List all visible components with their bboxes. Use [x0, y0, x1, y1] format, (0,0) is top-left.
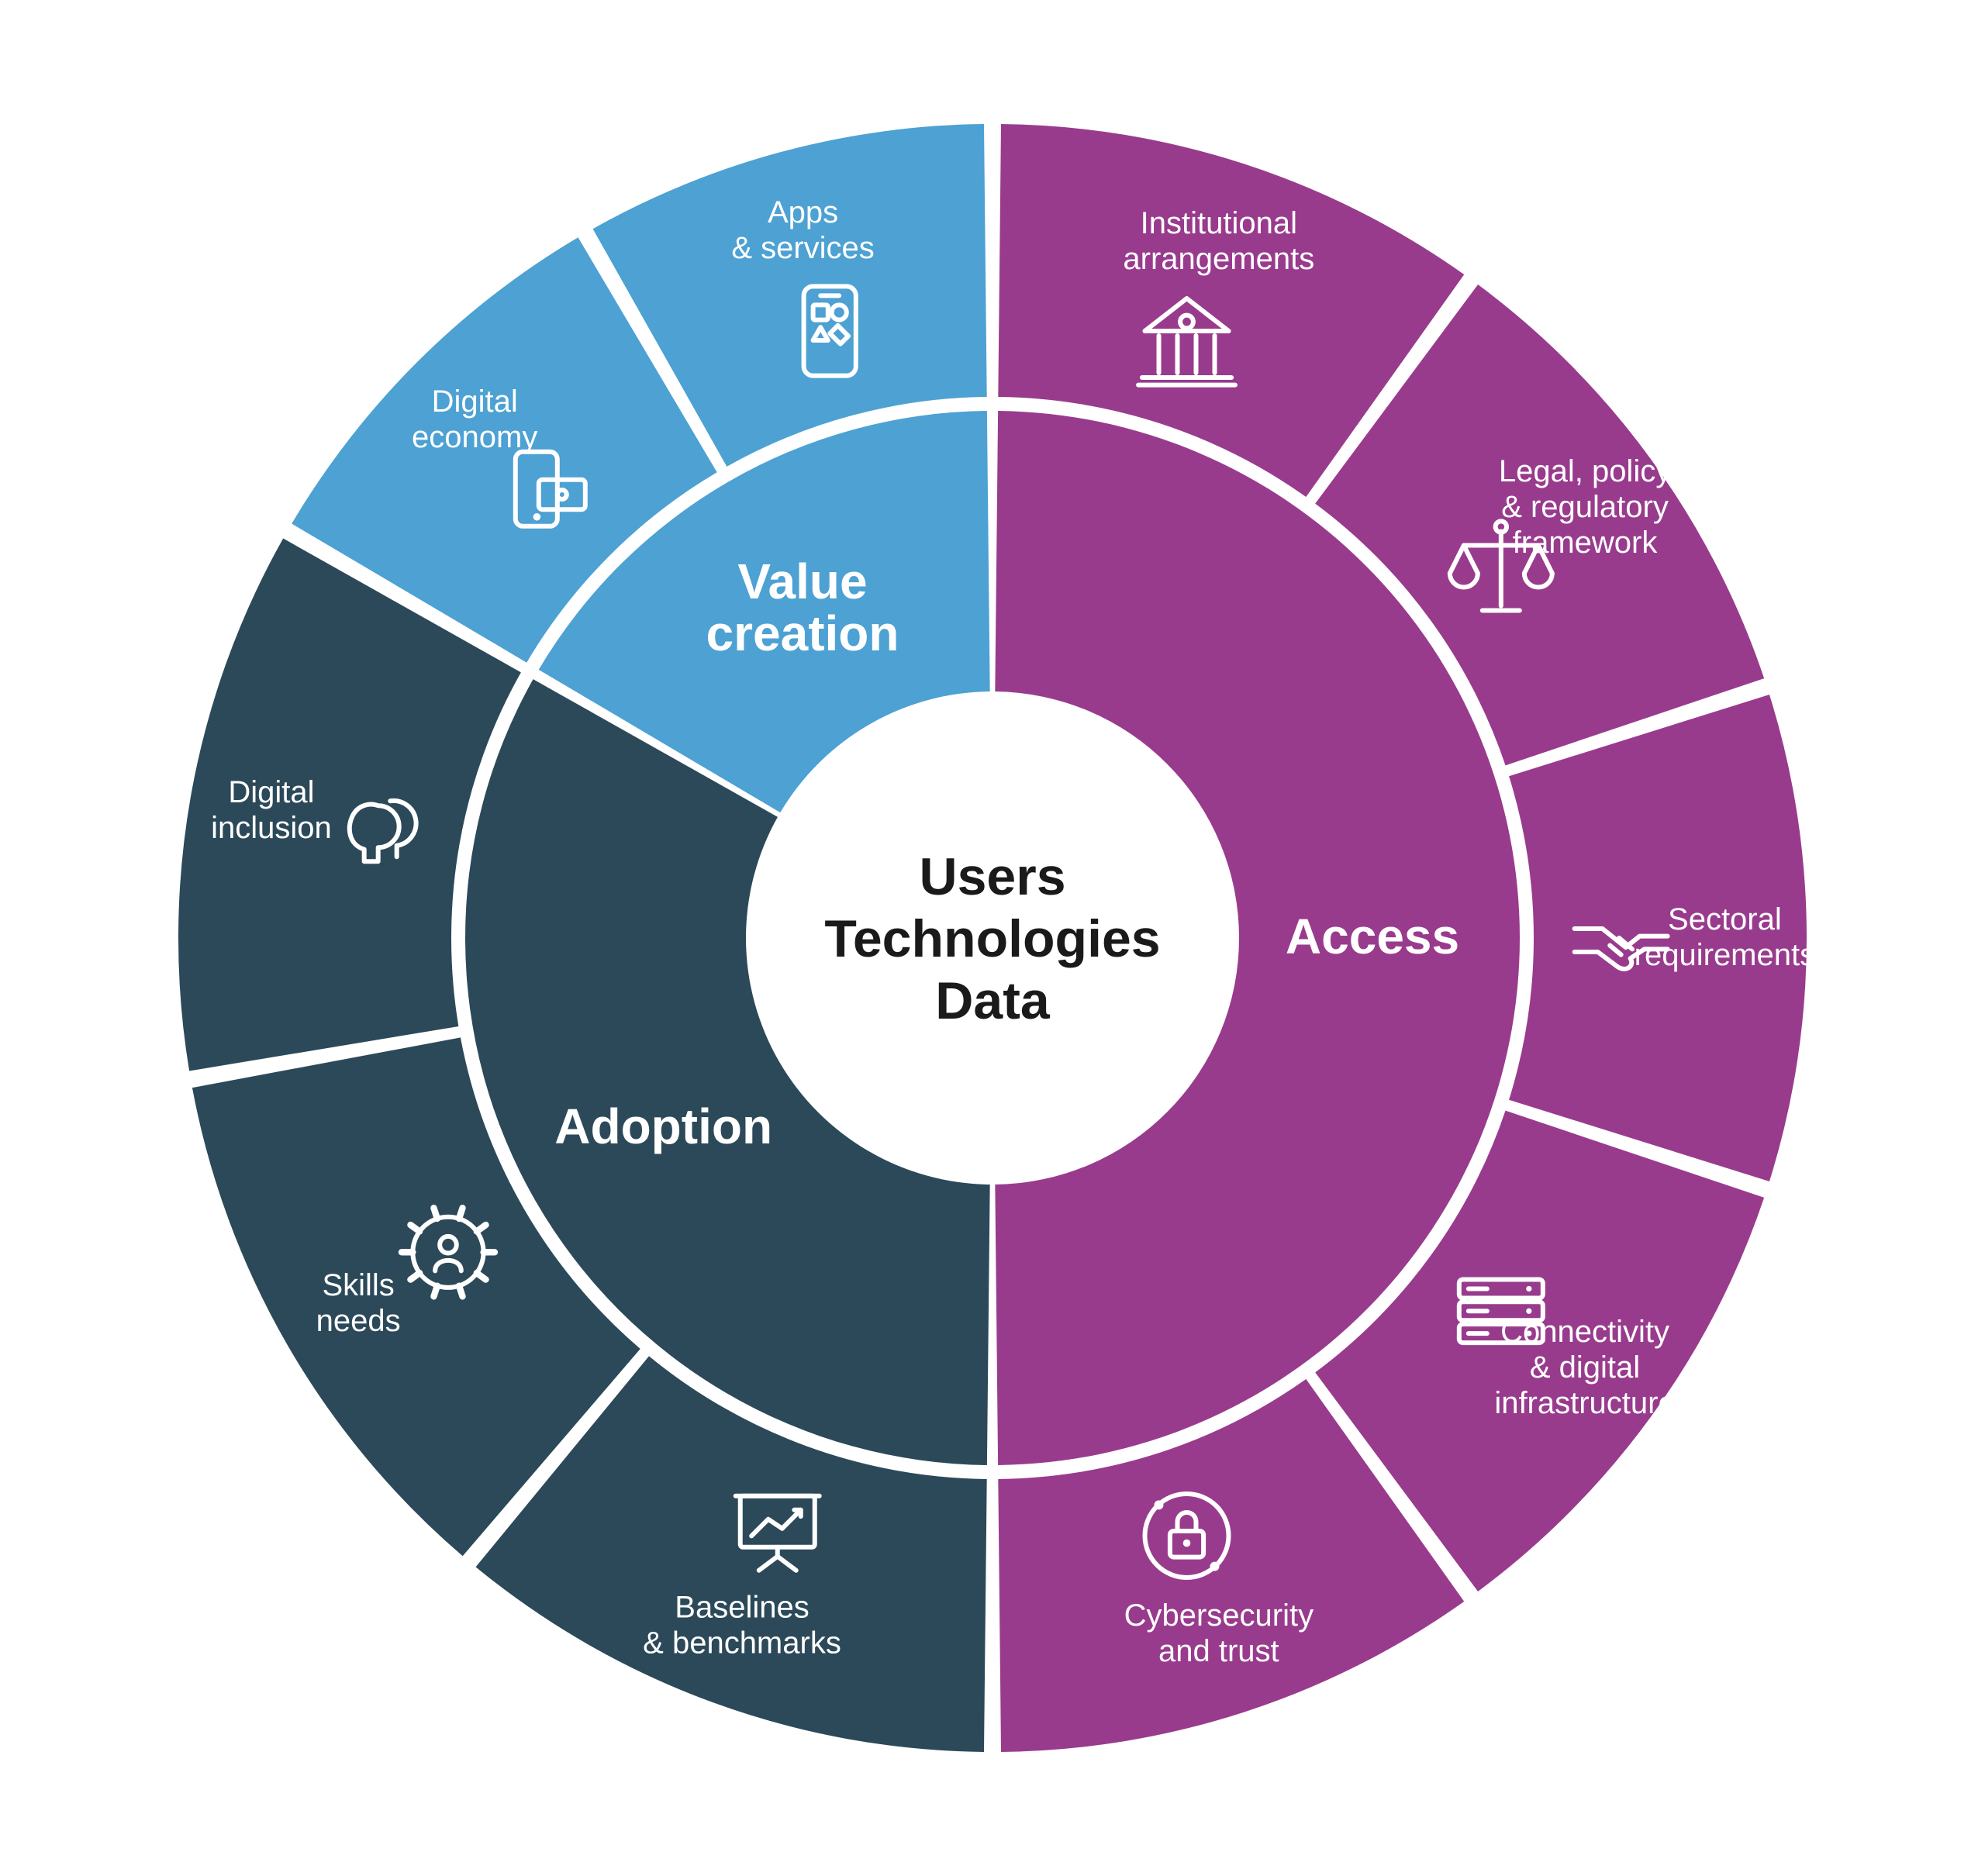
segment-label-legal: Legal, policy& regulatoryframework [1499, 454, 1671, 560]
radial-diagram: UsersTechnologiesDataAccessAdoptionValue… [0, 0, 1985, 1876]
category-label-adoption: Adoption [554, 1098, 772, 1154]
category-label-access: Access [1286, 909, 1459, 964]
